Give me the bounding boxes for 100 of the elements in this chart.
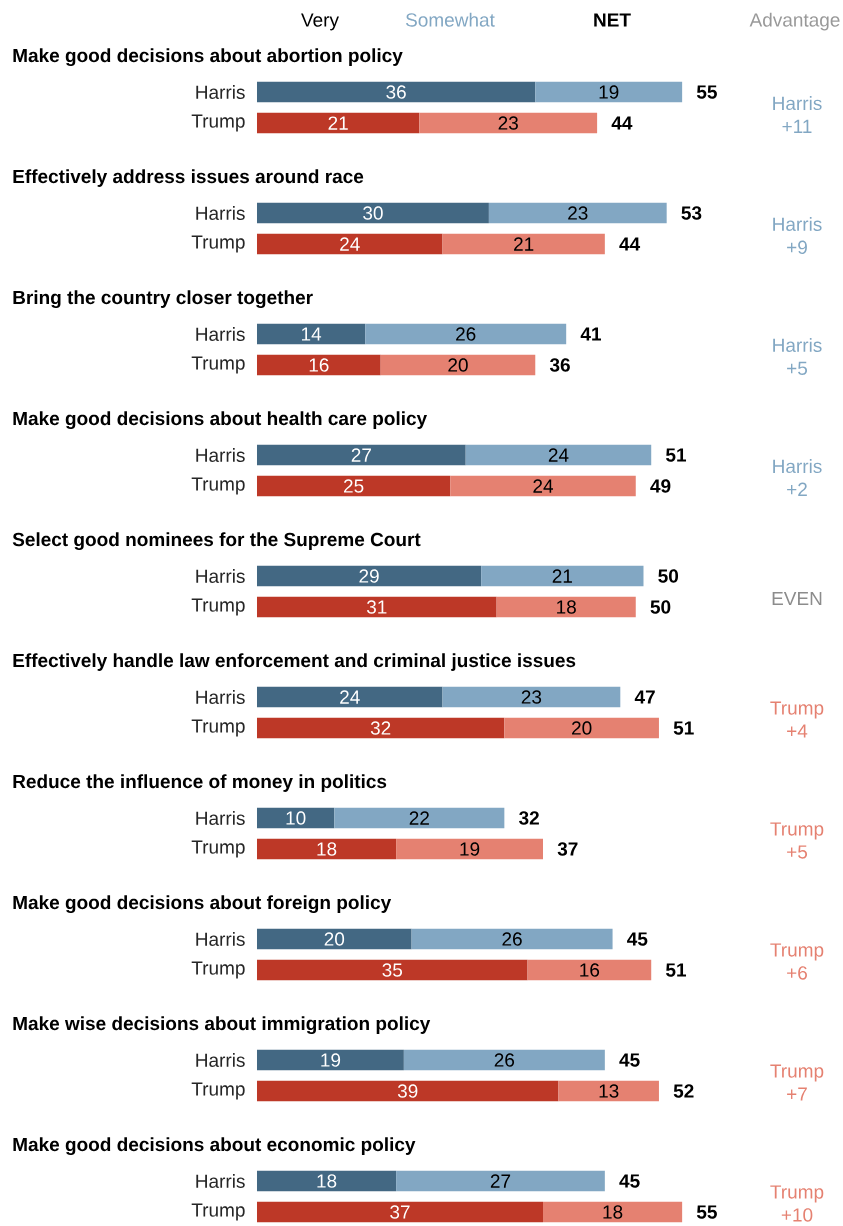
text: EVEN (772, 591, 822, 606)
bar (543, 1201, 683, 1223)
total-label: 45 (627, 932, 648, 946)
data-label: 20 (448, 358, 468, 372)
y-tick-label: Harris (196, 569, 245, 583)
data-label: 21 (328, 116, 348, 130)
data-label: 23 (498, 116, 518, 130)
chart-title: Effectively address issues around race (13, 169, 364, 187)
bar (256, 233, 443, 255)
text: Trump +6 (770, 943, 824, 980)
data-label: 30 (363, 206, 383, 220)
text: Trump +4 (770, 701, 824, 738)
data-label: 18 (317, 1174, 337, 1188)
data-label: 19 (599, 85, 619, 99)
chart-title: Reduce the influence of money in politics (13, 774, 387, 792)
bar (442, 233, 605, 255)
total-label: 51 (666, 448, 687, 462)
y-tick-label: Harris (196, 448, 245, 462)
total-label: 41 (580, 327, 601, 341)
total-label: 51 (673, 721, 694, 735)
y-tick-label: Harris (196, 1174, 245, 1188)
bar (496, 596, 636, 618)
text: Somewhat (405, 12, 495, 27)
data-label: 18 (557, 600, 576, 614)
bar (488, 202, 667, 224)
total-label: 47 (634, 690, 655, 704)
bar (411, 928, 613, 950)
data-label: 26 (502, 932, 522, 946)
data-label: 26 (456, 327, 476, 341)
y-tick-label: Harris (196, 811, 245, 825)
text: Advantage (749, 12, 840, 31)
bar (450, 475, 636, 497)
bar (481, 565, 644, 587)
total-label: 36 (549, 358, 570, 372)
total-label: 37 (557, 842, 578, 856)
bar (527, 959, 652, 981)
text: Harris +9 (773, 217, 822, 254)
y-tick-label: Trump (191, 719, 245, 737)
chart-title: Make wise decisions about immigration policy (13, 1016, 431, 1035)
total-label: 32 (518, 811, 539, 825)
data-label: 24 (548, 448, 569, 462)
bar (256, 202, 489, 224)
chart-title: Select good nominees for the Supreme Court (12, 532, 421, 551)
bar (256, 1201, 543, 1223)
data-label: 18 (317, 842, 337, 856)
data-label: 14 (301, 327, 322, 341)
y-tick-label: Trump (191, 961, 245, 979)
data-label: 18 (603, 1205, 623, 1219)
bar (256, 596, 497, 618)
y-tick-label: Harris (196, 327, 245, 341)
data-label: 24 (340, 690, 360, 704)
chart-title: Bring the country closer together (13, 290, 313, 309)
y-tick-label: Harris (196, 206, 245, 220)
data-label: 10 (286, 811, 306, 825)
bar (256, 475, 451, 497)
total-label: 52 (673, 1084, 694, 1098)
bar (334, 807, 505, 829)
bar (256, 807, 335, 829)
total-label: 49 (650, 479, 671, 493)
chart-title: Make good decisions about health care policy (13, 411, 428, 430)
data-label: 24 (533, 479, 554, 493)
bar (504, 717, 659, 739)
bar (256, 444, 466, 466)
chart-title: Make good decisions about economic policy (13, 1137, 416, 1156)
bar (256, 838, 397, 860)
bar (256, 1049, 404, 1071)
bar (256, 686, 443, 708)
y-tick-label: Trump (191, 114, 245, 132)
total-label: 50 (658, 569, 679, 583)
total-label: 53 (681, 206, 702, 220)
text: Harris +2 (773, 459, 822, 496)
data-label: 16 (580, 963, 600, 977)
data-label: 13 (599, 1084, 619, 1098)
total-label: 55 (696, 1205, 717, 1219)
total-label: 50 (650, 600, 671, 614)
text: Trump +5 (770, 822, 824, 859)
total-label: 44 (619, 237, 641, 251)
bar (256, 354, 381, 376)
bar (256, 81, 536, 103)
y-tick-label: Harris (196, 1053, 245, 1067)
data-label: 25 (344, 479, 364, 493)
bar (380, 354, 536, 376)
bar (256, 717, 505, 739)
text: Harris +5 (773, 338, 822, 375)
data-label: 16 (309, 358, 329, 372)
data-label: 31 (366, 600, 387, 614)
chart-title: Effectively handle law enforcement and criminal justice issues (13, 653, 576, 671)
data-label: 20 (572, 721, 592, 735)
bar (396, 838, 543, 860)
chart-title: Make good decisions about foreign policy (13, 895, 392, 914)
y-tick-label: Trump (191, 235, 245, 253)
text: Harris +11 (773, 96, 822, 133)
data-label: 19 (321, 1053, 341, 1067)
bar (256, 112, 420, 134)
y-tick-label: Trump (191, 477, 245, 495)
data-label: 21 (514, 237, 534, 251)
total-label: 45 (619, 1053, 640, 1067)
bar (256, 1170, 397, 1192)
bar (419, 112, 598, 134)
bar (256, 1080, 559, 1102)
